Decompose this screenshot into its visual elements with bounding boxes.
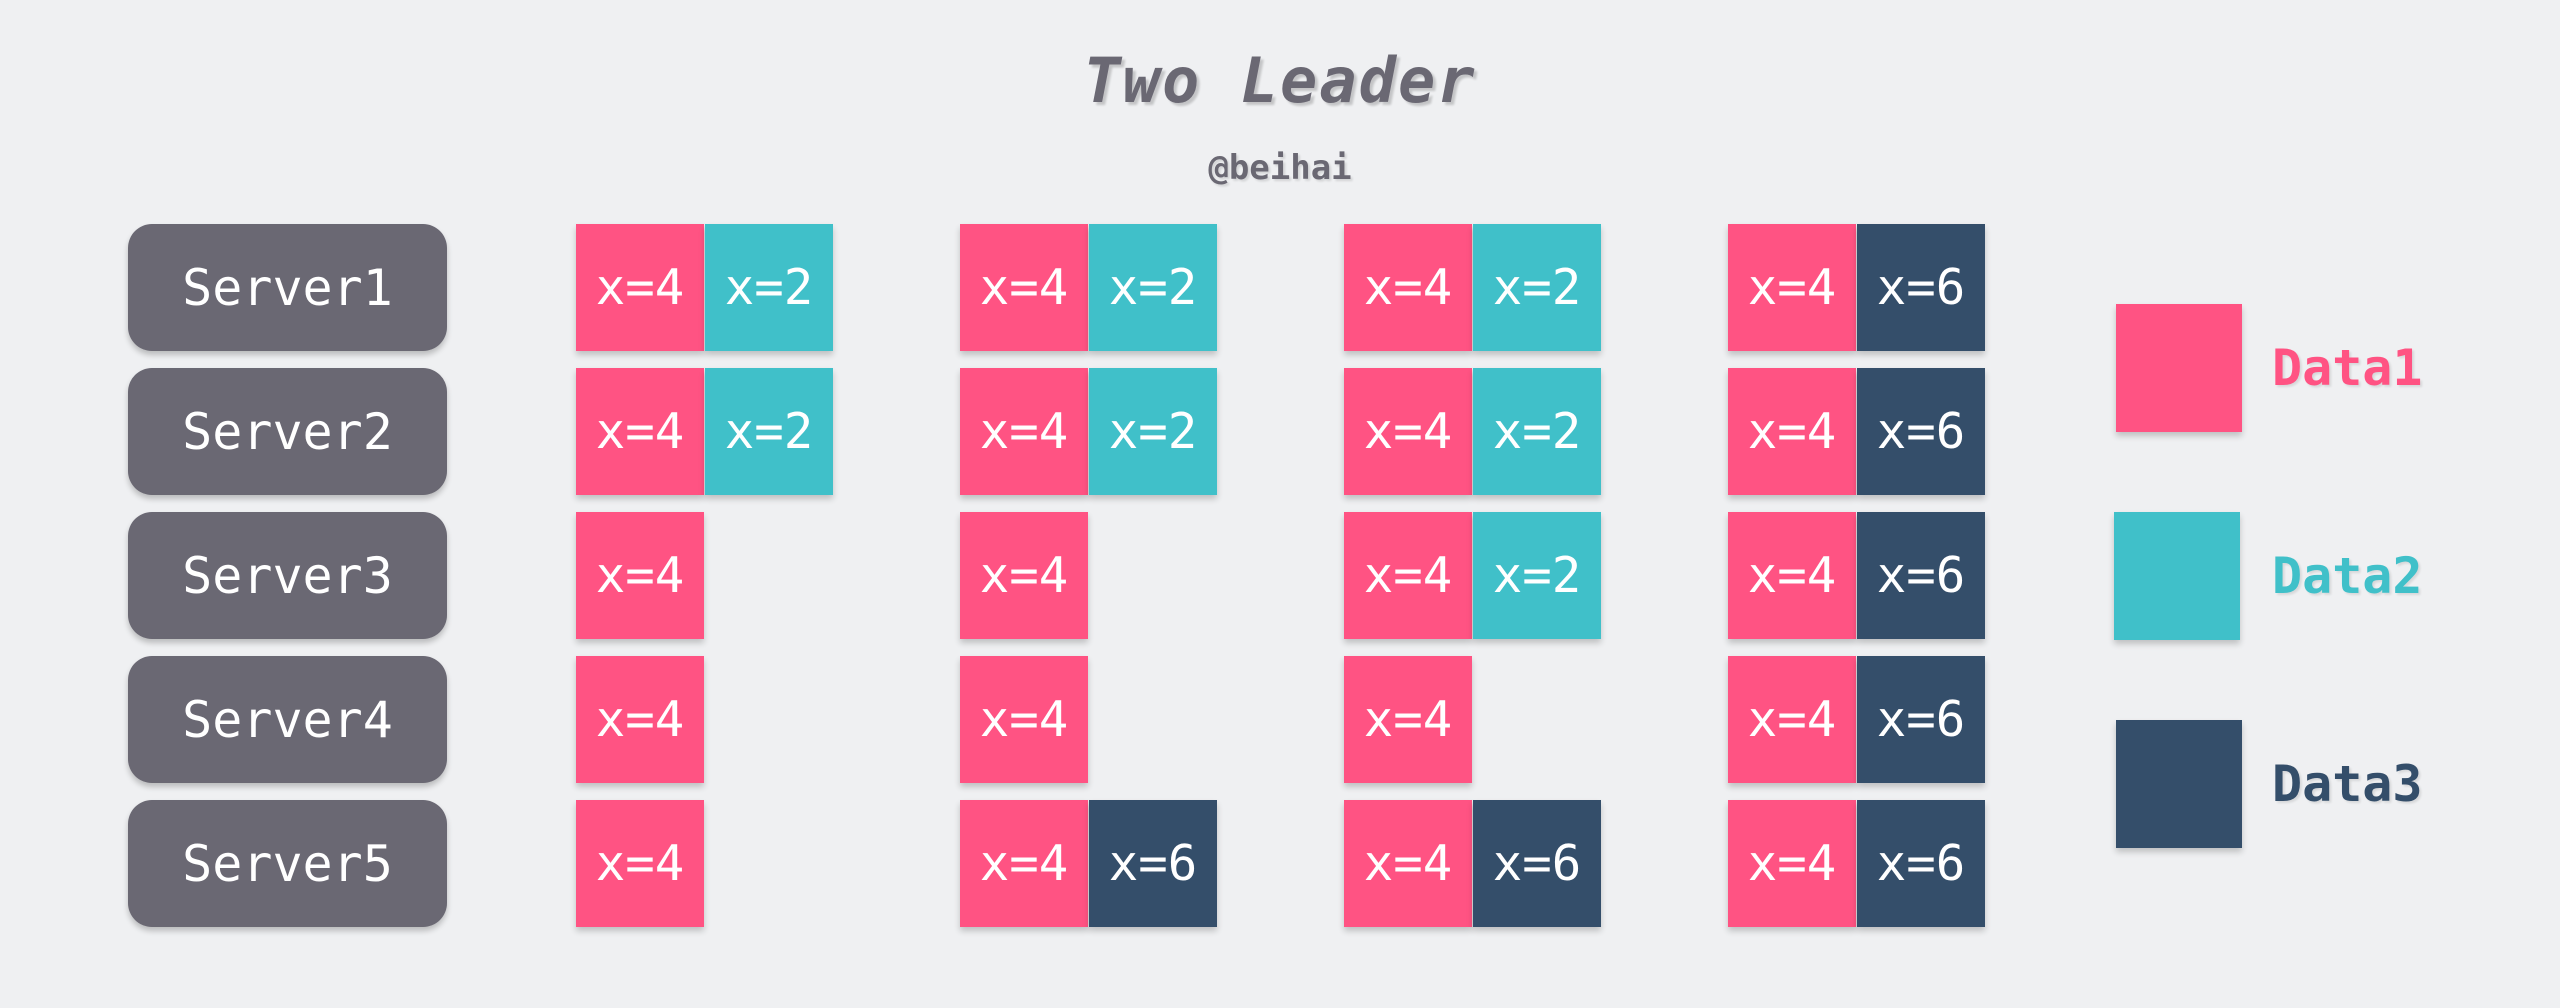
data-cell-stage4-server5-data3: x=6 — [1857, 800, 1985, 927]
data-cell-stage1-server1-data2: x=2 — [705, 224, 833, 351]
legend-swatch-data3 — [2116, 720, 2242, 848]
data-cell-stage4-server3-data1: x=4 — [1728, 512, 1856, 639]
server-5: Server5 — [128, 800, 447, 927]
data-cell-stage1-server5-data1: x=4 — [576, 800, 704, 927]
data-cell-stage1-server1-data1: x=4 — [576, 224, 704, 351]
data-cell-stage3-server3-data2: x=2 — [1473, 512, 1601, 639]
data-cell-stage4-server1-data1: x=4 — [1728, 224, 1856, 351]
data-cell-stage2-server3-data1: x=4 — [960, 512, 1088, 639]
data-cell-stage2-server4-data1: x=4 — [960, 656, 1088, 783]
data-cell-stage3-server2-data2: x=2 — [1473, 368, 1601, 495]
data-cell-stage4-server3-data3: x=6 — [1857, 512, 1985, 639]
data-cell-stage3-server3-data1: x=4 — [1344, 512, 1472, 639]
legend-swatch-data1 — [2116, 304, 2242, 432]
data-cell-stage2-server1-data2: x=2 — [1089, 224, 1217, 351]
server-2: Server2 — [128, 368, 447, 495]
data-cell-stage3-server1-data2: x=2 — [1473, 224, 1601, 351]
data-cell-stage4-server1-data3: x=6 — [1857, 224, 1985, 351]
data-cell-stage1-server4-data1: x=4 — [576, 656, 704, 783]
legend-swatch-data2 — [2114, 512, 2240, 640]
data-cell-stage1-server2-data2: x=2 — [705, 368, 833, 495]
data-cell-stage3-server1-data1: x=4 — [1344, 224, 1472, 351]
data-cell-stage4-server4-data3: x=6 — [1857, 656, 1985, 783]
data-cell-stage4-server2-data3: x=6 — [1857, 368, 1985, 495]
data-cell-stage3-server2-data1: x=4 — [1344, 368, 1472, 495]
data-cell-stage1-server3-data1: x=4 — [576, 512, 704, 639]
legend-label-data3: Data3 — [2272, 755, 2423, 813]
legend-label-data2: Data2 — [2272, 547, 2423, 605]
server-4: Server4 — [128, 656, 447, 783]
data-cell-stage2-server2-data1: x=4 — [960, 368, 1088, 495]
data-cell-stage3-server4-data1: x=4 — [1344, 656, 1472, 783]
data-cell-stage4-server5-data1: x=4 — [1728, 800, 1856, 927]
data-cell-stage1-server2-data1: x=4 — [576, 368, 704, 495]
server-3: Server3 — [128, 512, 447, 639]
data-cell-stage2-server5-data3: x=6 — [1089, 800, 1217, 927]
data-cell-stage2-server2-data2: x=2 — [1089, 368, 1217, 495]
server-1: Server1 — [128, 224, 447, 351]
author-credit: @beihai — [1208, 148, 1352, 188]
data-cell-stage2-server1-data1: x=4 — [960, 224, 1088, 351]
data-cell-stage2-server5-data1: x=4 — [960, 800, 1088, 927]
data-cell-stage4-server2-data1: x=4 — [1728, 368, 1856, 495]
diagram-title: Two Leader — [1083, 44, 1477, 117]
data-cell-stage3-server5-data1: x=4 — [1344, 800, 1472, 927]
data-cell-stage3-server5-data3: x=6 — [1473, 800, 1601, 927]
legend-label-data1: Data1 — [2272, 339, 2423, 397]
data-cell-stage4-server4-data1: x=4 — [1728, 656, 1856, 783]
